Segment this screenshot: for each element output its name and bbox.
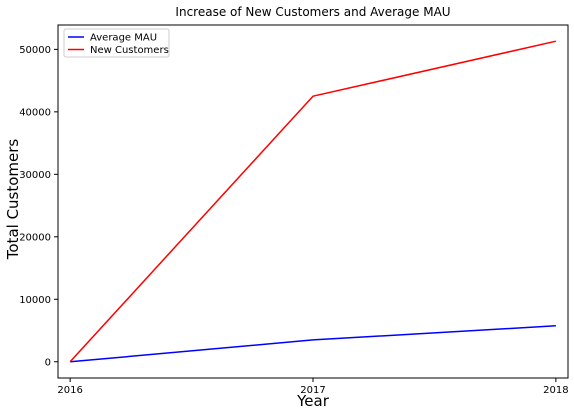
legend-label-new-customers: New Customers [90,45,169,56]
chart-title: Increase of New Customers and Average MA… [175,5,450,19]
legend-label-average-mau: Average MAU [90,33,157,44]
y-tick-label: 0 [45,357,51,368]
y-tick-label: 40000 [19,107,51,118]
x-tick-label: 2016 [57,385,82,396]
series-line-new-customers [69,40,557,363]
y-tick-label: 30000 [19,170,51,181]
series-line-average-mau [70,325,556,363]
plot-area: 0 10000 20000 30000 40000 50000 2016 2017 2018 [19,24,569,396]
x-tick-label: 2017 [300,385,325,396]
y-tick-label: 50000 [19,45,51,56]
y-axis-label: Total Customers [4,139,22,261]
plot-frame [57,24,569,379]
legend-box [63,28,170,58]
y-tick-label: 10000 [19,295,51,306]
x-axis-label: Year [296,392,330,410]
x-tick-label: 2018 [543,385,568,396]
y-tick-label: 20000 [19,232,51,243]
